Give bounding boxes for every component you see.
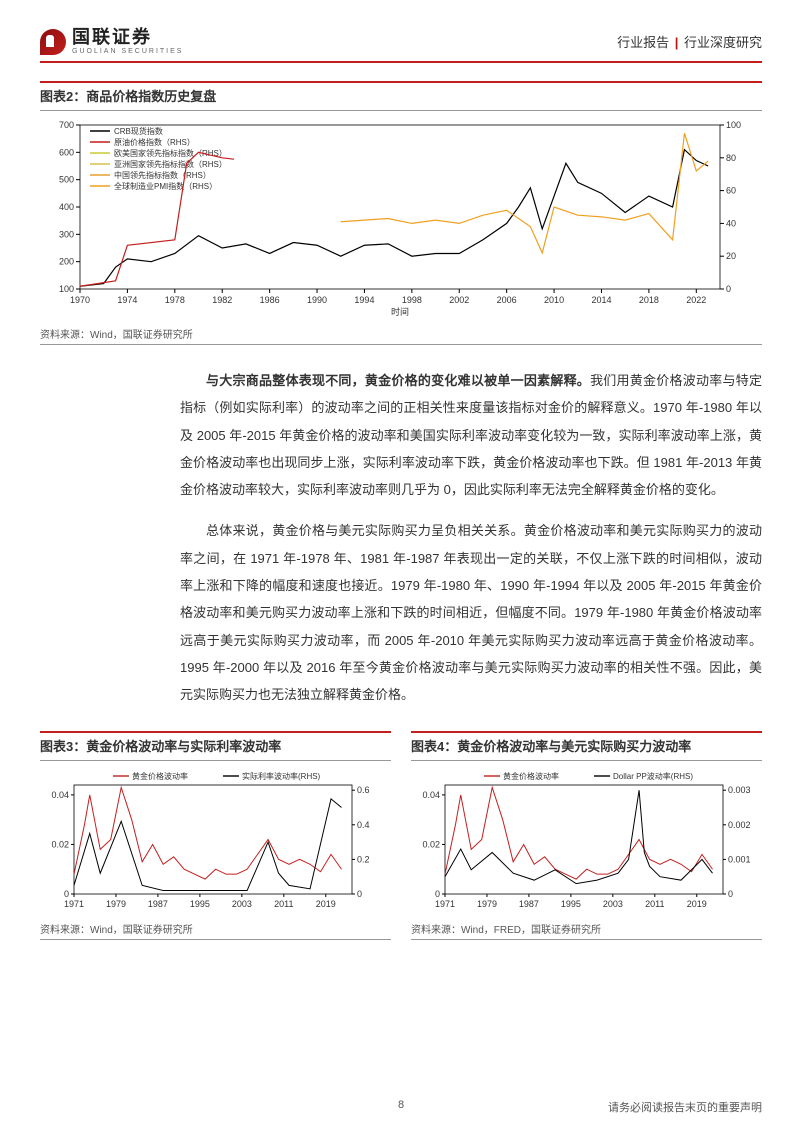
svg-text:1970: 1970 (70, 295, 90, 305)
svg-text:2014: 2014 (591, 295, 611, 305)
svg-text:2011: 2011 (645, 899, 664, 909)
svg-text:1987: 1987 (519, 899, 539, 909)
svg-text:0: 0 (357, 889, 362, 899)
svg-text:100: 100 (59, 284, 74, 294)
svg-text:200: 200 (59, 257, 74, 267)
svg-text:1979: 1979 (477, 899, 497, 909)
svg-text:0.003: 0.003 (728, 785, 751, 795)
svg-text:0.02: 0.02 (51, 839, 69, 849)
svg-text:600: 600 (59, 147, 74, 157)
svg-text:1998: 1998 (402, 295, 422, 305)
page-footer: 8 请务必阅读报告末页的重要声明 (40, 1099, 762, 1115)
chart3-section: 图表3：黄金价格波动率与实际利率波动率 0 0.02 0.04 0 0.2 0.4 0.6 1… (40, 731, 391, 940)
para1-rest: 我们用黄金价格波动率与特定指标（例如实际利率）的波动率之间的正相关性来度量该指标… (180, 373, 762, 497)
svg-text:2006: 2006 (497, 295, 517, 305)
svg-text:1979: 1979 (106, 899, 126, 909)
chart4-svg: 0 0.02 0.04 0 0.001 0.002 0.003 1971 1979 1987 199… (411, 767, 761, 912)
svg-text:0: 0 (435, 889, 440, 899)
svg-text:原油价格指数（RHS）: 原油价格指数（RHS） (114, 137, 195, 147)
svg-text:黄金价格波动率: 黄金价格波动率 (132, 771, 188, 781)
svg-text:1995: 1995 (561, 899, 581, 909)
company-logo-icon (40, 29, 66, 55)
svg-text:20: 20 (726, 251, 736, 261)
svg-text:100: 100 (726, 120, 741, 130)
chart3-title: 图表3：黄金价格波动率与实际利率波动率 (40, 739, 281, 754)
page-number: 8 (398, 1099, 404, 1111)
header-rule (40, 61, 762, 63)
chart2-svg: 1002003004005006007000204060801001970197… (40, 117, 760, 317)
svg-text:400: 400 (59, 202, 74, 212)
svg-text:0.2: 0.2 (357, 854, 370, 864)
svg-text:1994: 1994 (354, 295, 374, 305)
svg-text:时间: 时间 (391, 306, 409, 317)
svg-text:2011: 2011 (274, 899, 293, 909)
svg-text:1974: 1974 (117, 295, 137, 305)
paragraph-2: 总体来说，黄金价格与美元实际购买力呈负相关关系。黄金价格波动率和美元实际购买力的… (180, 517, 762, 708)
svg-text:40: 40 (726, 218, 736, 228)
svg-text:全球制造业PMI指数（RHS）: 全球制造业PMI指数（RHS） (114, 181, 217, 191)
svg-text:CRB现货指数: CRB现货指数 (114, 126, 163, 136)
svg-text:中国领先指标指数（RHS）: 中国领先指标指数（RHS） (114, 170, 211, 180)
svg-text:2018: 2018 (639, 295, 659, 305)
svg-text:2019: 2019 (316, 899, 336, 909)
svg-text:60: 60 (726, 186, 736, 196)
chart4-title: 图表4：黄金价格波动率与美元实际购买力波动率 (411, 739, 691, 754)
svg-text:实际利率波动率(RHS): 实际利率波动率(RHS) (242, 771, 321, 781)
svg-text:2022: 2022 (686, 295, 706, 305)
header-sep: | (675, 35, 679, 50)
paragraph-1: 与大宗商品整体表现不同，黄金价格的变化难以被单一因素解释。我们用黄金价格波动率与… (180, 367, 762, 503)
svg-text:80: 80 (726, 153, 736, 163)
chart2-title: 图表2：商品价格指数历史复盘 (40, 89, 216, 104)
svg-text:欧美国家领先指标指数（RHS）: 欧美国家领先指标指数（RHS） (114, 148, 227, 158)
svg-text:700: 700 (59, 120, 74, 130)
chart4-section: 图表4：黄金价格波动率与美元实际购买力波动率 0 0.02 0.04 0 0.001 0.… (411, 731, 762, 940)
svg-text:300: 300 (59, 229, 74, 239)
chart3-source: 资料来源：Wind，国联证券研究所 (40, 921, 391, 940)
body-text: 与大宗商品整体表现不同，黄金价格的变化难以被单一因素解释。我们用黄金价格波动率与… (180, 367, 762, 709)
svg-text:1987: 1987 (148, 899, 168, 909)
svg-text:2010: 2010 (544, 295, 564, 305)
svg-text:0: 0 (64, 889, 69, 899)
svg-text:1995: 1995 (190, 899, 210, 909)
svg-text:0.002: 0.002 (728, 819, 751, 829)
header-cat-a: 行业报告 (617, 35, 669, 50)
svg-text:0.001: 0.001 (728, 854, 751, 864)
page-header: 国联证券 GUOLIAN SECURITIES 行业报告 | 行业深度研究 (40, 28, 762, 61)
header-cat-b: 行业深度研究 (684, 35, 762, 50)
svg-text:0.02: 0.02 (422, 839, 440, 849)
chart2-section: 图表2：商品价格指数历史复盘 100 200 300 400 500 600 700 0 20 4… (40, 81, 762, 345)
chart3-svg: 0 0.02 0.04 0 0.2 0.4 0.6 1971 1979 1987 1995 2003 2… (40, 767, 390, 912)
svg-text:500: 500 (59, 175, 74, 185)
svg-text:0: 0 (728, 889, 733, 899)
svg-text:亚洲国家领先指标指数（RHS）: 亚洲国家领先指标指数（RHS） (114, 159, 227, 169)
svg-text:1971: 1971 (435, 899, 455, 909)
svg-text:Dollar PP波动率(RHS): Dollar PP波动率(RHS) (613, 771, 693, 781)
svg-text:0: 0 (726, 284, 731, 294)
logo: 国联证券 GUOLIAN SECURITIES (40, 28, 183, 55)
svg-text:0.04: 0.04 (51, 789, 69, 799)
svg-text:0.04: 0.04 (422, 789, 440, 799)
svg-text:黄金价格波动率: 黄金价格波动率 (503, 771, 559, 781)
svg-text:1986: 1986 (260, 295, 280, 305)
logo-en: GUOLIAN SECURITIES (72, 48, 183, 55)
svg-text:2003: 2003 (232, 899, 252, 909)
svg-text:1978: 1978 (165, 295, 185, 305)
header-classification: 行业报告 | 行业深度研究 (617, 32, 762, 51)
svg-text:2003: 2003 (603, 899, 623, 909)
svg-text:0.4: 0.4 (357, 819, 370, 829)
footer-disclaimer: 请务必阅读报告末页的重要声明 (608, 1099, 762, 1115)
svg-text:2019: 2019 (687, 899, 707, 909)
svg-text:1971: 1971 (64, 899, 84, 909)
para1-lead: 与大宗商品整体表现不同，黄金价格的变化难以被单一因素解释。 (206, 373, 590, 388)
svg-text:1990: 1990 (307, 295, 327, 305)
chart2-source: 资料来源：Wind，国联证券研究所 (40, 326, 762, 345)
chart4-source: 资料来源：Wind，FRED，国联证券研究所 (411, 921, 762, 940)
logo-cn: 国联证券 (72, 28, 183, 46)
svg-text:1982: 1982 (212, 295, 232, 305)
svg-text:0.6: 0.6 (357, 785, 370, 795)
svg-text:2002: 2002 (449, 295, 469, 305)
